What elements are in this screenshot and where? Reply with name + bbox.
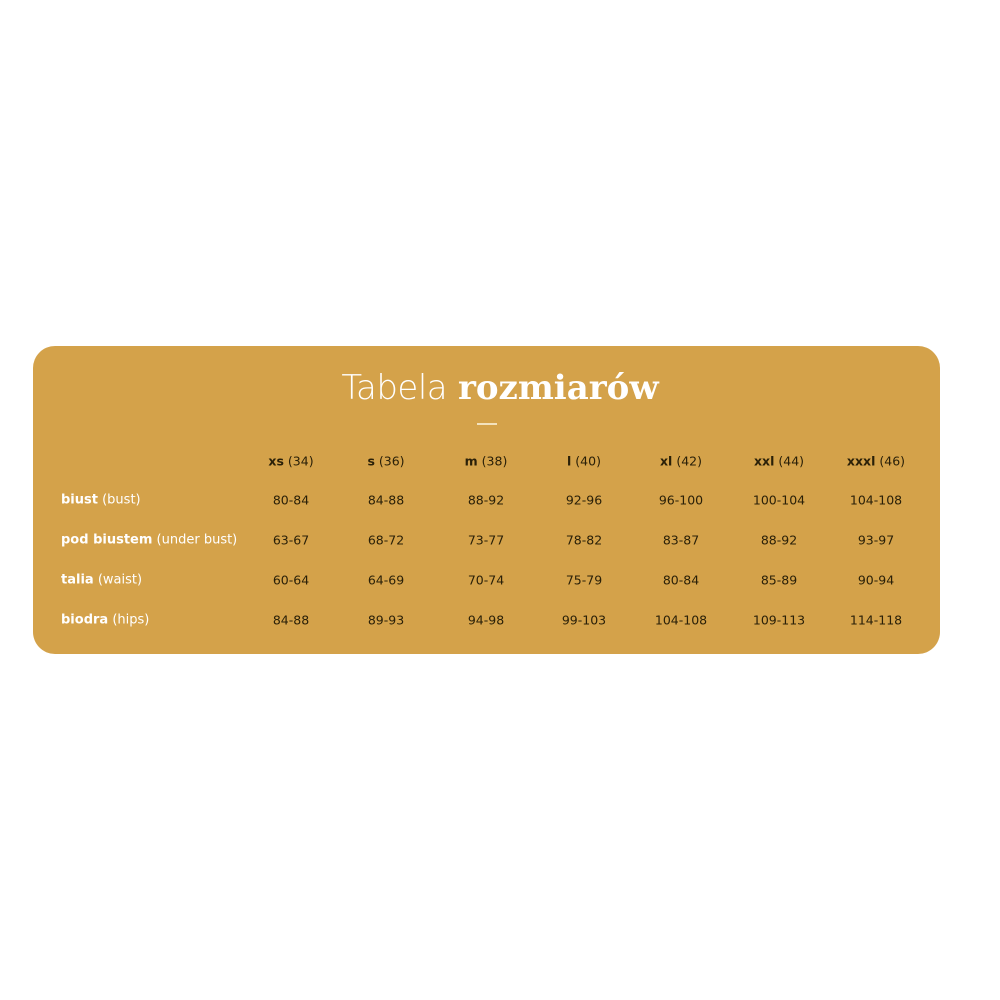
measurement-translation: (waist) [97, 572, 143, 588]
eu-size: (42) [676, 453, 703, 469]
table-cell: 60-64 [272, 572, 310, 588]
title-bold: rozmiarów [457, 368, 659, 408]
table-cell: 90-94 [857, 572, 895, 588]
eu-size: (38) [481, 453, 508, 469]
size-label: xs [268, 453, 284, 469]
eu-size: (36) [378, 453, 405, 469]
table-cell: 100-104 [752, 492, 806, 508]
table-cell: 88-92 [760, 532, 798, 548]
table-cell: 70-74 [467, 572, 505, 588]
row-label: biust (bust) [61, 493, 141, 508]
column-header: xl (42) [660, 454, 702, 469]
measurement-name: biodra [61, 612, 109, 628]
measurement-name: biust [61, 492, 98, 508]
measurement-name: talia [61, 572, 94, 588]
table-cell: 84-88 [367, 492, 405, 508]
table-cell: 104-108 [849, 492, 903, 508]
table-cell: 109-113 [752, 612, 806, 628]
row-label: pod biustem (under bust) [61, 533, 237, 548]
table-cell: 89-93 [367, 612, 405, 628]
table-cell: 64-69 [367, 572, 405, 588]
table-cell: 84-88 [272, 612, 310, 628]
table-cell: 92-96 [565, 492, 603, 508]
size-label: xxl [753, 453, 775, 469]
table-cell: 96-100 [658, 492, 704, 508]
eu-size: (46) [879, 453, 906, 469]
table-cell: 85-89 [760, 572, 798, 588]
measurement-translation: (bust) [102, 492, 141, 508]
table-cell: 104-108 [654, 612, 708, 628]
table-cell: 78-82 [565, 532, 603, 548]
table-cell: 73-77 [467, 532, 505, 548]
measurement-translation: (hips) [112, 612, 150, 628]
table-cell: 75-79 [565, 572, 603, 588]
table-cell: 80-84 [662, 572, 700, 588]
size-label: l [567, 453, 572, 469]
size-chart-card [33, 346, 940, 654]
eu-size: (40) [575, 453, 601, 469]
row-label: biodra (hips) [61, 613, 149, 628]
column-header: xxxl (46) [847, 454, 905, 469]
size-label: s [367, 453, 375, 469]
column-header: xxl (44) [754, 454, 804, 469]
title-divider [477, 423, 497, 425]
table-cell: 88-92 [467, 492, 505, 508]
eu-size: (44) [778, 453, 805, 469]
eu-size: (34) [287, 453, 314, 469]
size-label: xxxl [846, 453, 876, 469]
table-cell: 68-72 [367, 532, 405, 548]
size-label: m [464, 453, 478, 469]
table-cell: 83-87 [662, 532, 700, 548]
measurement-translation: (under bust) [156, 532, 238, 548]
table-cell: 99-103 [561, 612, 607, 628]
table-cell: 80-84 [272, 492, 310, 508]
table-cell: 93-97 [857, 532, 895, 548]
table-cell: 94-98 [467, 612, 505, 628]
row-label: talia (waist) [61, 573, 142, 588]
column-header: s (36) [367, 454, 404, 469]
page-title: Tabela rozmiarów [0, 368, 1000, 408]
column-header: m (38) [465, 454, 508, 469]
size-label: xl [659, 453, 673, 469]
measurement-name: pod biustem [61, 532, 153, 548]
column-header: l (40) [567, 454, 601, 469]
title-regular: Tabela [341, 368, 448, 408]
column-header: xs (34) [268, 454, 313, 469]
table-cell: 63-67 [272, 532, 310, 548]
table-cell: 114-118 [849, 612, 903, 628]
